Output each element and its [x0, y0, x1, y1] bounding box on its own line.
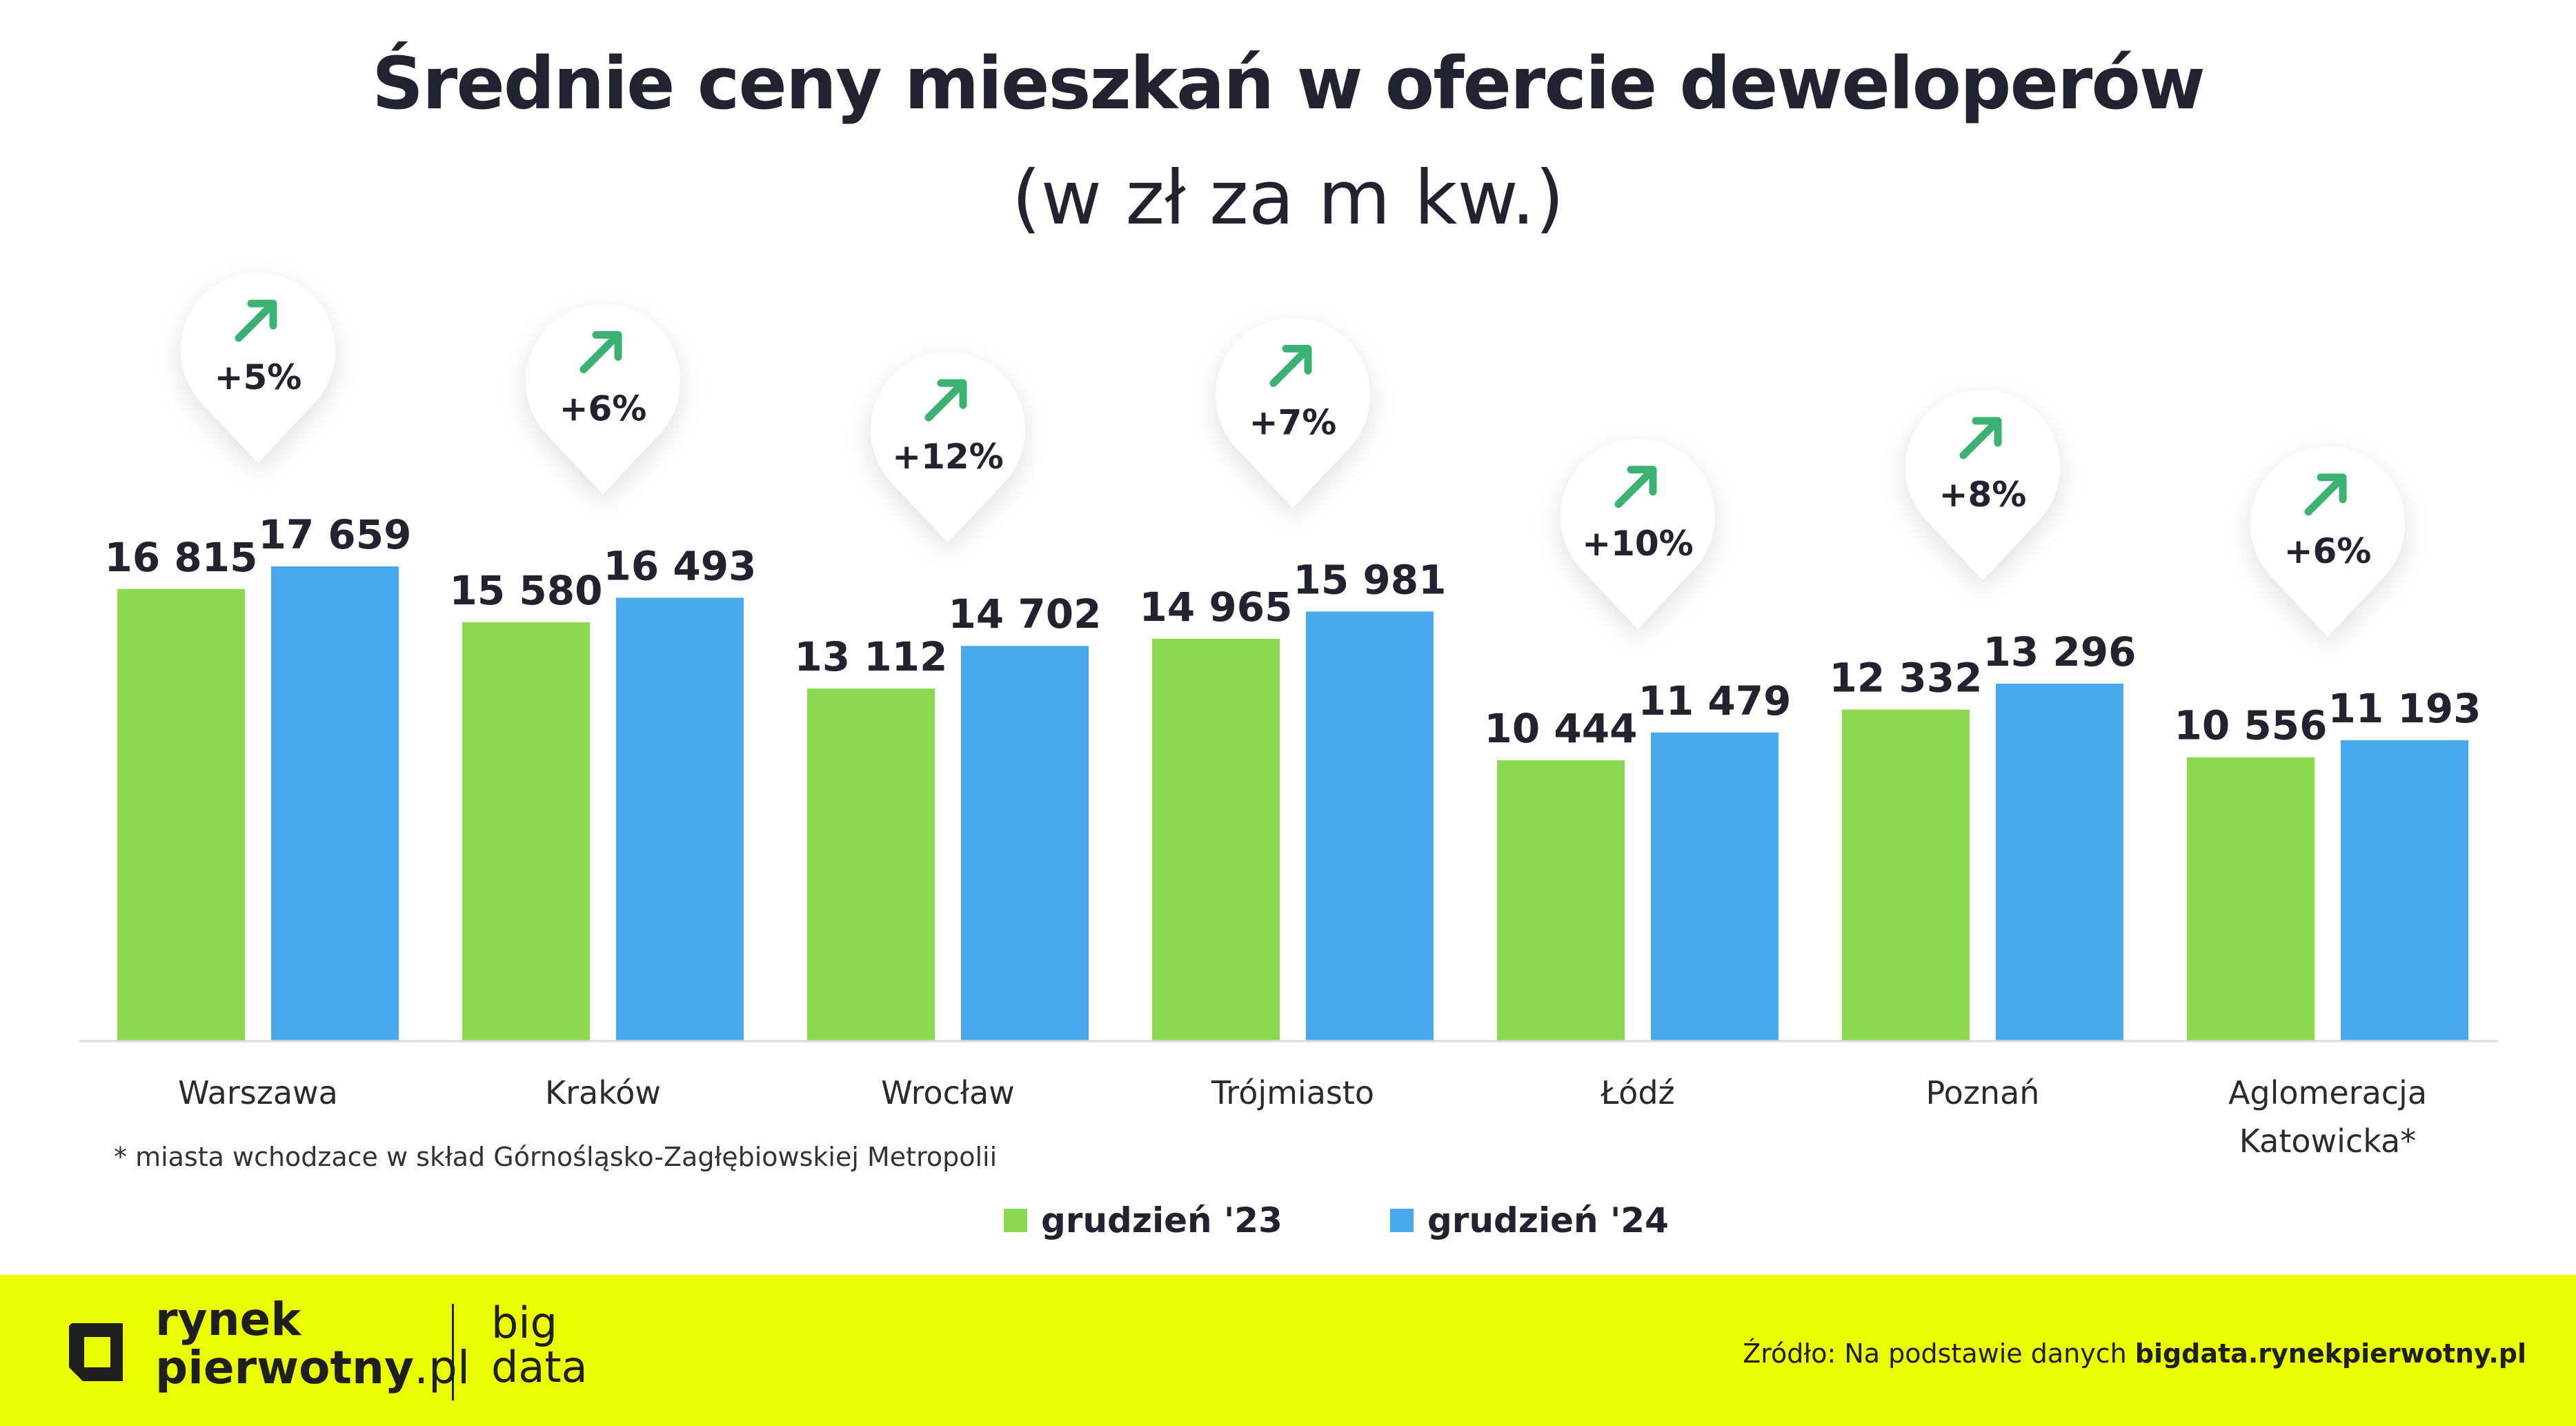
change-label: +7%	[1249, 402, 1337, 442]
bar-2023	[2187, 757, 2315, 1041]
arrow-head	[247, 299, 277, 330]
arrow-shaft	[2304, 476, 2344, 516]
arrow-up-right-icon	[2304, 473, 2347, 516]
footer-divider	[452, 1304, 454, 1400]
legend-swatch-2024	[1390, 1209, 1414, 1232]
arrow-up-right-icon	[579, 330, 622, 373]
chart-subtitle: (w zł za m kw.)	[1011, 155, 1565, 241]
arrow-head	[2317, 473, 2347, 504]
arrow-up-right-icon	[924, 379, 967, 422]
category-label: Poznań	[1926, 1074, 2040, 1111]
arrow-shaft	[235, 302, 275, 342]
data-label: 16 815	[105, 534, 258, 581]
data-label: 11 479	[1638, 677, 1792, 724]
bar-2024	[616, 597, 744, 1041]
data-label: 15 580	[450, 567, 603, 614]
arrow-head	[1282, 344, 1312, 375]
bar-2024	[1306, 611, 1434, 1041]
source-note: Źródło: Na podstawie danych bigdata.ryne…	[1743, 1338, 2526, 1369]
change-badge	[181, 273, 336, 463]
square-bracket-logo-icon	[69, 1323, 123, 1381]
bar-2023	[117, 588, 245, 1041]
change-label: +12%	[892, 437, 1004, 477]
arrow-up-right-icon	[235, 299, 277, 342]
data-label: 17 659	[259, 511, 412, 558]
arrow-shaft	[579, 333, 620, 373]
change-badge	[1561, 439, 1716, 629]
arrow-up-right-icon	[1269, 344, 1312, 387]
data-label: 10 444	[1485, 705, 1638, 752]
product-name-line2: data	[491, 1342, 588, 1392]
category-label: Wrocław	[881, 1074, 1015, 1111]
category-label: Łódź	[1600, 1074, 1674, 1111]
arrow-head	[1627, 466, 1657, 496]
category-label: Aglomeracja	[2228, 1074, 2427, 1111]
data-label: 15 981	[1294, 556, 1447, 603]
change-badge	[526, 304, 680, 495]
arrow-head	[1972, 417, 2002, 447]
data-label: 14 965	[1140, 584, 1293, 631]
brand-name-suffix: .pl	[414, 1341, 470, 1394]
legend-label-2024: grudzień '24	[1427, 1200, 1669, 1240]
legend-swatch-2023	[1004, 1209, 1027, 1232]
legend-label-2023: grudzień '23	[1041, 1200, 1282, 1240]
arrow-up-right-icon	[1614, 466, 1657, 508]
arrow-shaft	[1269, 347, 1309, 387]
arrow-shaft	[924, 382, 964, 422]
bar-2024	[1996, 683, 2123, 1041]
change-label: +6%	[2284, 531, 2372, 571]
product-name-line1: big	[491, 1298, 557, 1348]
change-badge	[1905, 390, 2061, 580]
data-label: 13 296	[1983, 628, 2137, 675]
bar-2024	[271, 566, 399, 1041]
footer-bar: rynek pierwotny.pl big data Źródło: Na p…	[0, 1275, 2576, 1426]
change-badge	[1216, 317, 1370, 508]
arrow-shaft	[1959, 419, 1999, 459]
brand-name-line1: rynek	[155, 1293, 301, 1346]
source-link[interactable]: bigdata.rynekpierwotny.pl	[2134, 1338, 2526, 1369]
bar-2024	[961, 646, 1089, 1041]
source-prefix: Źródło: Na podstawie danych	[1743, 1338, 2135, 1369]
arrow-head	[592, 330, 622, 361]
data-label: 10 556	[2174, 702, 2328, 749]
bar-2023	[807, 689, 935, 1041]
brand-name-line2: pierwotny.pl	[155, 1344, 470, 1392]
category-label: Trójmiasto	[1211, 1074, 1374, 1111]
change-badge	[871, 352, 1025, 543]
change-label: +5%	[215, 357, 302, 397]
bar-2024	[2341, 740, 2468, 1041]
bar-2023	[1842, 709, 1970, 1041]
change-label: +6%	[559, 388, 647, 428]
change-label: +8%	[1939, 475, 2027, 515]
bar-2023	[1497, 760, 1625, 1041]
footnote: * miasta wchodzace w skład Górnośląsko-Z…	[114, 1142, 998, 1172]
category-label: Kraków	[545, 1074, 661, 1111]
data-label: 11 193	[2328, 685, 2481, 732]
legend-item-2023: grudzień '23	[1004, 1200, 1282, 1240]
bar-2023	[462, 622, 590, 1041]
chart-title: Średnie ceny mieszkań w ofercie dewelope…	[372, 41, 2206, 126]
arrow-head	[937, 379, 967, 409]
change-label: +10%	[1582, 524, 1694, 564]
data-label: 12 332	[1830, 655, 1983, 702]
arrow-up-right-icon	[1959, 417, 2002, 459]
legend-item-2024: grudzień '24	[1390, 1200, 1669, 1240]
brand-name-main: pierwotny	[155, 1341, 415, 1394]
arrow-shaft	[1614, 468, 1654, 508]
bar-2023	[1152, 638, 1280, 1041]
category-label: Katowicka*	[2239, 1122, 2416, 1160]
change-badge	[2250, 446, 2406, 637]
data-label: 14 702	[949, 591, 1102, 637]
data-label: 13 112	[795, 633, 948, 680]
bar-2024	[1651, 732, 1779, 1041]
category-label: Warszawa	[178, 1074, 338, 1111]
data-label: 16 493	[604, 542, 757, 589]
legend: grudzień '23 grudzień '24	[0, 1200, 2576, 1249]
